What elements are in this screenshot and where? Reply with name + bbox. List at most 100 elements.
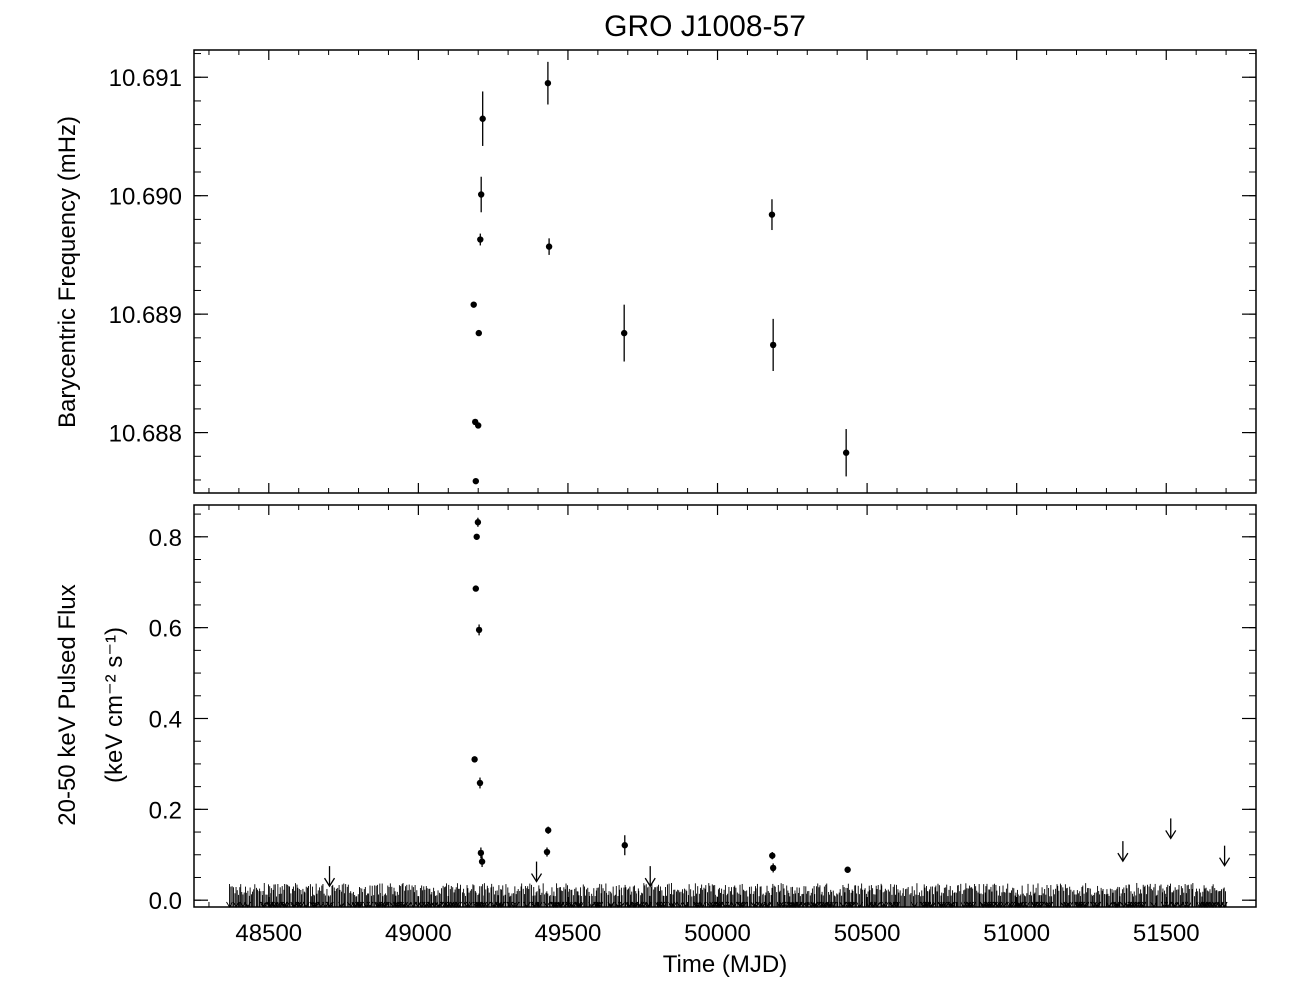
frequency-y-axis-label: Barycentric Frequency (mHz): [54, 116, 81, 428]
background-arrowhead: [271, 901, 279, 908]
background-arrowhead: [1133, 901, 1141, 908]
frequency-data-points: [470, 61, 850, 485]
background-arrowhead: [947, 901, 955, 908]
frequency-point: [479, 115, 486, 122]
flux-upper-limit-arrows: [323, 818, 1231, 888]
background-arrowhead: [1105, 901, 1113, 908]
frequency-point: [544, 79, 552, 87]
background-arrowhead: [1217, 901, 1225, 908]
background-arrowhead: [819, 901, 827, 908]
background-arrowhead: [574, 901, 582, 908]
background-arrowhead: [873, 901, 881, 908]
flux-point: [769, 864, 777, 872]
background-arrowhead: [543, 901, 551, 908]
background-arrowhead: [1113, 901, 1121, 908]
flux-point: [621, 842, 628, 849]
frequency-point: [477, 191, 485, 198]
upper-limit-arrowhead: [1117, 852, 1129, 863]
frequency-point: [470, 301, 477, 308]
background-arrowhead: [232, 901, 240, 908]
background-arrowhead: [725, 901, 733, 908]
x-tick-label: 50500: [834, 920, 901, 947]
frequency-y-tick-labels: 10.688 10.689 10.690 10.691: [109, 65, 182, 447]
time-x-tick-labels: 48500 49000 49500 50000 50500 51000 51500: [235, 920, 1199, 947]
upper-limit-arrowhead: [1219, 857, 1231, 867]
frequency-point: [620, 329, 628, 337]
y-tick-label: 10.690: [109, 184, 182, 211]
background-arrowhead: [447, 901, 455, 908]
frequency-point: [768, 211, 776, 218]
flux-point: [544, 827, 552, 834]
frequency-panel: 10.688 10.689 10.690 10.691 Barycentric Fre…: [54, 49, 1257, 494]
y-tick-label: 0.2: [149, 797, 182, 824]
background-arrowhead: [1066, 901, 1074, 908]
background-arrowhead: [1062, 901, 1070, 908]
background-arrowhead: [489, 901, 497, 908]
flux-point: [476, 779, 484, 787]
y-tick-label: 10.689: [109, 302, 182, 329]
background-arrowhead: [427, 901, 435, 908]
flux-y-axis-units: (keV cm⁻² s⁻¹): [101, 627, 128, 783]
frequency-point: [475, 329, 482, 337]
x-tick-label: 50000: [684, 920, 751, 947]
y-tick-label: 0.6: [149, 616, 182, 643]
background-arrowhead: [594, 901, 602, 908]
background-arrowhead: [477, 901, 485, 908]
background-arrowhead: [764, 901, 772, 908]
y-tick-label: 0.0: [149, 888, 182, 915]
background-arrowhead: [282, 901, 290, 908]
flux-y-tick-labels: 0.0 0.2 0.4 0.6 0.8: [149, 525, 182, 915]
background-arrowhead: [670, 901, 678, 908]
x-axis-label: Time (MJD): [663, 951, 787, 978]
frequency-point: [474, 422, 482, 429]
background-arrowhead: [1203, 901, 1211, 908]
background-arrowhead: [568, 901, 576, 908]
background-arrowhead: [1170, 901, 1178, 908]
background-arrowhead: [325, 901, 333, 908]
flux-point: [475, 626, 483, 634]
flux-data-points: [471, 517, 851, 873]
y-tick-label: 10.688: [109, 421, 182, 448]
background-arrowhead: [577, 901, 584, 908]
background-arrowhead: [1023, 901, 1031, 908]
y-tick-label: 10.691: [109, 65, 182, 92]
background-arrowhead: [465, 901, 473, 908]
background-arrowhead: [810, 901, 818, 908]
flux-point: [769, 852, 776, 859]
background-arrowhead: [618, 901, 625, 908]
background-arrowhead: [494, 901, 502, 908]
flux-point: [474, 519, 482, 526]
background-arrowhead: [259, 901, 267, 908]
background-arrowhead: [1220, 901, 1228, 908]
background-arrowhead: [1195, 901, 1203, 908]
pulsed-flux-panel: 0.0 0.2 0.4 0.6 0.8 48500 49000 49500 50000 5050…: [54, 504, 1257, 978]
background-arrowhead: [756, 901, 764, 908]
frequency-axis-ticks: [194, 50, 1257, 493]
background-arrowhead: [929, 901, 936, 908]
flux-point: [472, 585, 480, 592]
background-arrowhead: [717, 901, 724, 908]
background-arrowhead: [1184, 901, 1192, 908]
background-arrowhead: [693, 901, 700, 908]
flux-point: [844, 866, 851, 873]
chart-title: GRO J1008-57: [604, 10, 806, 43]
background-arrowhead: [404, 901, 412, 908]
background-arrowhead: [799, 901, 807, 908]
upper-limit-arrowhead: [323, 877, 336, 888]
background-arrowhead: [510, 901, 518, 908]
upper-limit-arrowhead: [644, 877, 656, 888]
x-tick-label: 51000: [983, 920, 1050, 947]
frequency-plot-frame: [193, 49, 1257, 494]
background-arrowhead: [1031, 901, 1039, 908]
flux-y-axis-label: 20-50 keV Pulsed Flux: [54, 584, 81, 825]
background-arrowhead: [309, 901, 317, 908]
background-arrowhead: [827, 901, 835, 908]
y-tick-label: 0.8: [149, 525, 182, 552]
frequency-point: [545, 243, 553, 250]
flux-upper-limit-band: [226, 882, 1228, 908]
frequency-point: [477, 236, 484, 243]
x-tick-label: 49000: [385, 920, 452, 947]
background-arrowhead: [848, 901, 856, 908]
background-arrowhead: [294, 901, 302, 908]
